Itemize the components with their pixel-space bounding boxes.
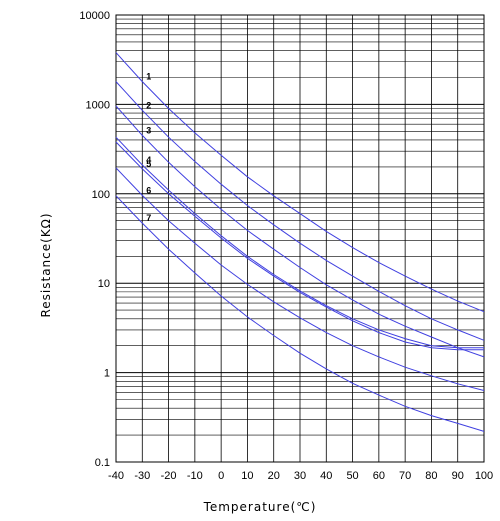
- x-tick-label-12: 80: [425, 470, 437, 482]
- y-tick-label-3: 10: [98, 278, 110, 290]
- y-tick-label-4: 1: [104, 368, 110, 380]
- x-tick-label-1: -30: [134, 470, 150, 482]
- series-label-7: 7: [146, 213, 151, 223]
- series-label-6: 6: [146, 185, 151, 195]
- series-label-2: 2: [146, 100, 151, 110]
- y-tick-label-0: 10000: [79, 10, 110, 22]
- series-label-4: 4: [146, 155, 151, 165]
- series-group: [115, 52, 485, 432]
- grid: [115, 14, 485, 463]
- y-tick-label-5: 0.1: [95, 457, 110, 469]
- y-tick-labels: 10000 1000 100 10 1 0.1: [79, 10, 110, 469]
- series-line-7: [115, 195, 485, 432]
- x-tick-label-14: 100: [475, 470, 493, 482]
- x-tick-label-2: -20: [161, 470, 177, 482]
- x-tick-label-0: -40: [108, 470, 124, 482]
- series-line-3: [115, 105, 485, 358]
- y-tick-label-2: 100: [92, 189, 110, 201]
- x-tick-label-7: 30: [294, 470, 306, 482]
- x-tick-label-6: 20: [268, 470, 280, 482]
- x-tick-label-13: 90: [452, 470, 464, 482]
- series-label-1: 1: [146, 72, 151, 82]
- series-labels: 1 2 3 45 6 7: [146, 72, 151, 224]
- x-tick-label-10: 60: [373, 470, 385, 482]
- series-line-4: [115, 136, 484, 349]
- x-tick-label-4: 0: [218, 470, 224, 482]
- series-line-5: [115, 141, 484, 351]
- x-tick-label-5: 10: [241, 470, 253, 482]
- series-line-1: [115, 52, 485, 313]
- series-line-2: [115, 81, 485, 341]
- x-tick-label-3: -10: [187, 470, 203, 482]
- x-tick-label-9: 50: [346, 470, 358, 482]
- series-label-5: 5: [146, 159, 151, 169]
- x-tick-label-8: 40: [320, 470, 332, 482]
- x-tick-labels: -40 -30 -20 -10 0 10 20 30 40 50 60 70 80 90 100: [108, 470, 493, 482]
- plot-frame: [115, 14, 485, 463]
- x-axis-title: Temperature(℃): [203, 500, 317, 514]
- y-axis-title: Resistance(KΩ): [39, 212, 53, 317]
- series-line-6: [115, 167, 485, 391]
- series-label-3: 3: [146, 125, 151, 135]
- x-tick-label-11: 70: [399, 470, 411, 482]
- y-tick-label-1: 1000: [86, 99, 110, 111]
